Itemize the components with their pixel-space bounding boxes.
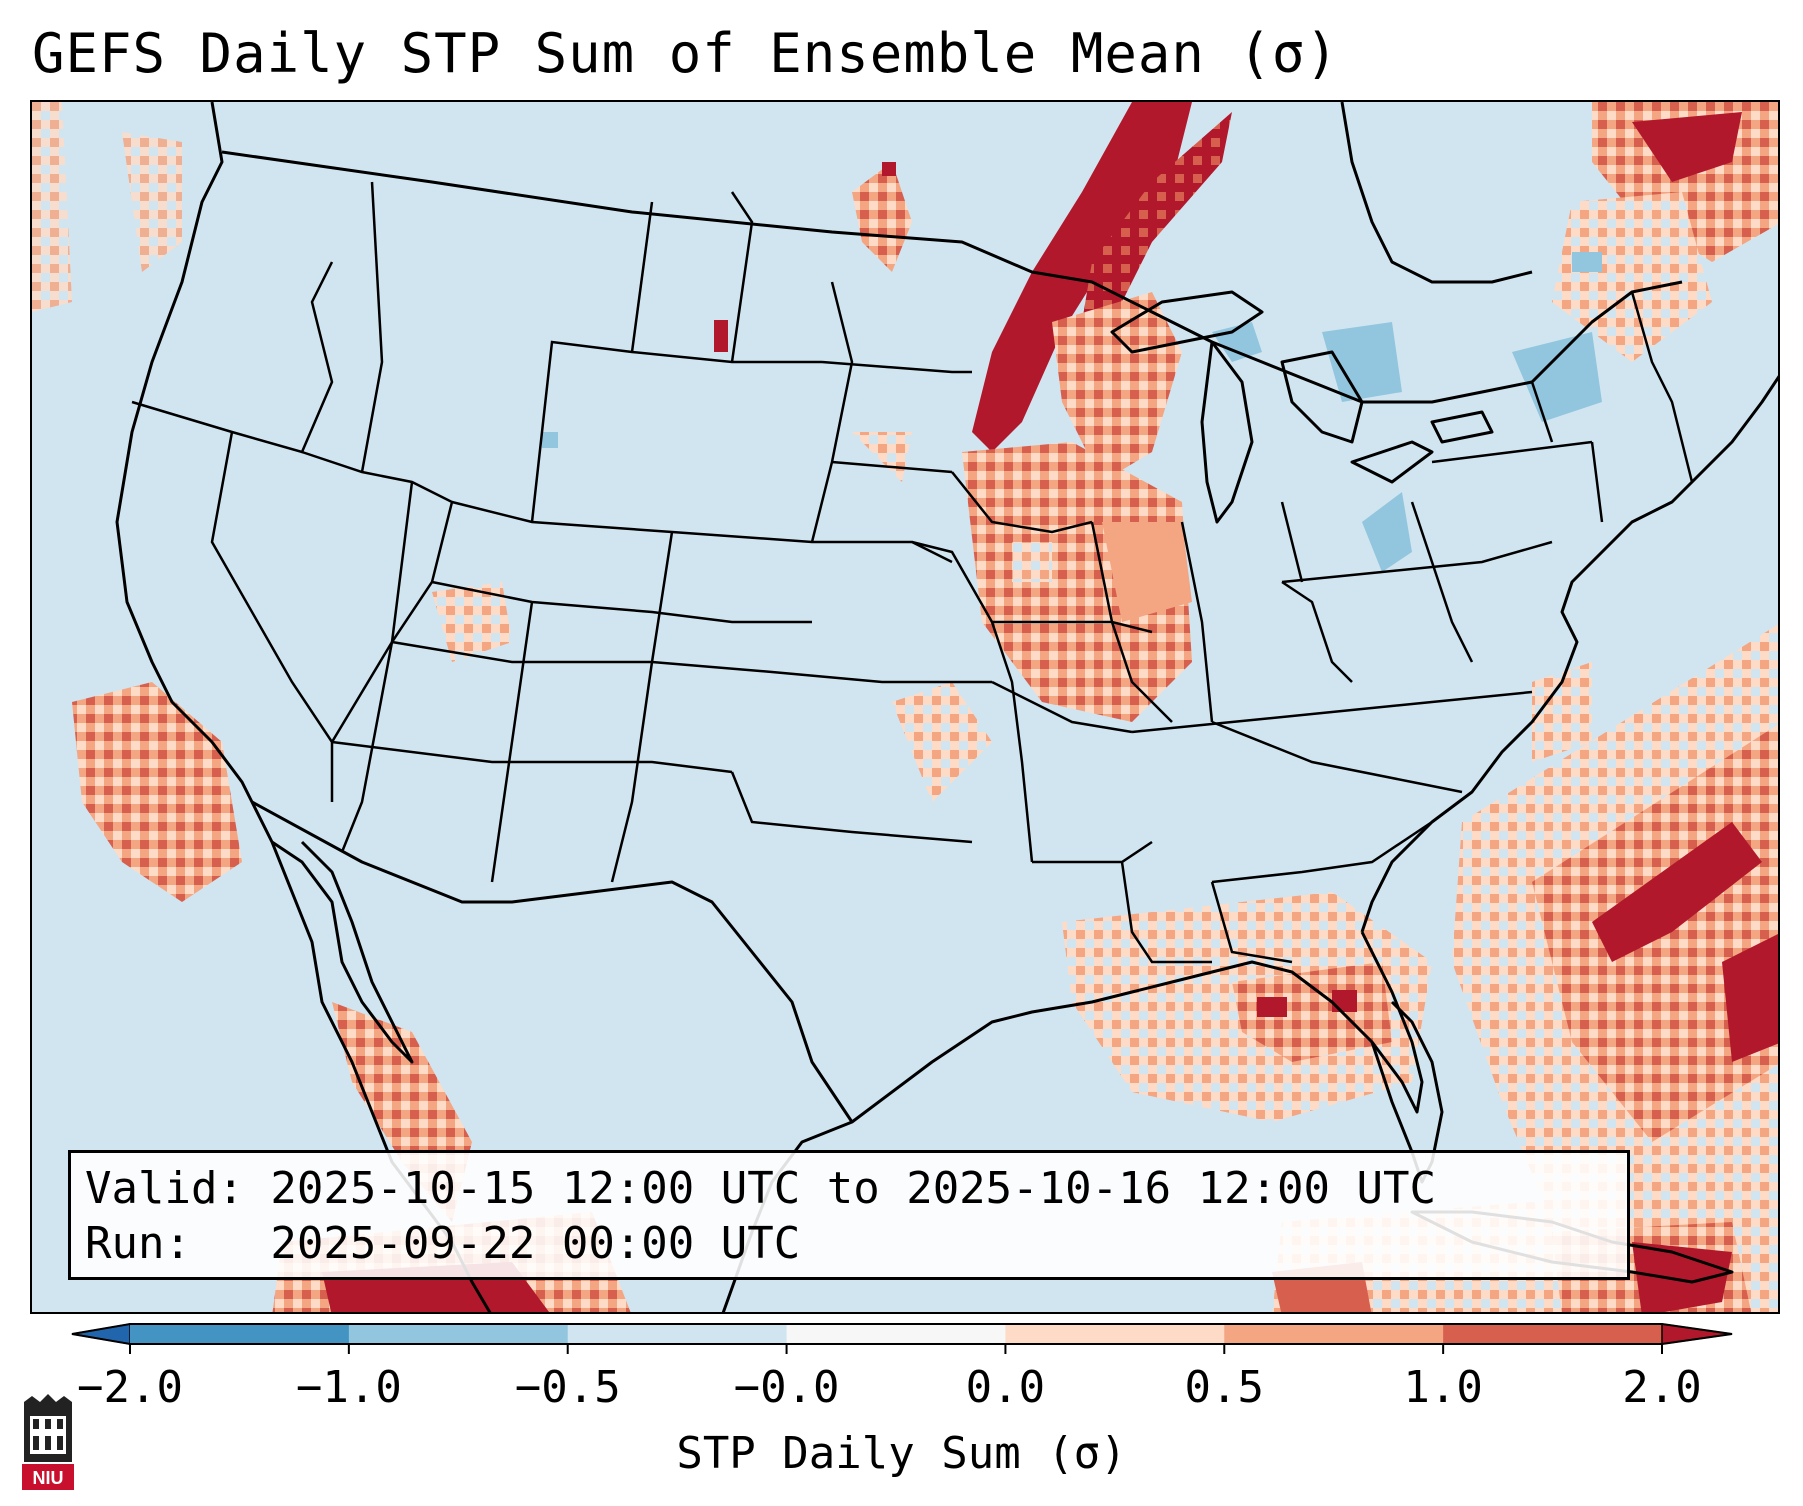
colorbar-segment <box>1443 1324 1663 1344</box>
region-illinois-iowa <box>962 442 1192 722</box>
colorbar-segment <box>567 1324 788 1344</box>
baja-peninsula <box>271 840 414 1064</box>
colorbar-tick-label: −0.5 <box>514 1362 621 1413</box>
colorbar-tick-label: 2.0 <box>1622 1362 1702 1413</box>
us-canada-border <box>221 150 1683 404</box>
colorbar-extend-high <box>1661 1323 1733 1345</box>
region-great-lakes-negative <box>1212 322 1602 572</box>
lake-erie <box>1350 440 1434 484</box>
colorbar-segment <box>348 1324 569 1344</box>
colorbar-tick-label: 0.5 <box>1184 1362 1265 1413</box>
colorbar-segment <box>130 1324 350 1344</box>
lake-ontario <box>1430 410 1494 444</box>
chart-title: GEFS Daily STP Sum of Ensemble Mean (σ) <box>32 22 1339 85</box>
region-northern-minnesota-band <box>972 102 1192 452</box>
anomaly-regions <box>32 102 1778 1312</box>
region-wisconsin <box>1052 292 1182 482</box>
niu-logo-text: NIU <box>33 1468 64 1488</box>
colorbar-segment <box>1224 1324 1444 1344</box>
lake-superior <box>1110 290 1264 354</box>
map-panel[interactable] <box>30 100 1780 1314</box>
valid-run-infobox: Valid: 2025-10-15 12:00 UTC to 2025-10-1… <box>68 1150 1630 1280</box>
map-svg <box>32 102 1778 1312</box>
hudson-bay-coast <box>1340 102 1533 284</box>
colorbar-tick-label: 0.0 <box>965 1362 1046 1413</box>
run-time-line: Run: 2025-09-22 00:00 UTC <box>85 1218 801 1269</box>
colorbar-tick-label: −1.0 <box>295 1362 402 1413</box>
colorbar-segment <box>1005 1324 1225 1344</box>
valid-time-line: Valid: 2025-10-15 12:00 UTC to 2025-10-1… <box>85 1163 1437 1214</box>
gulf-coastline <box>721 931 1424 1312</box>
lake-huron <box>1280 350 1364 444</box>
colorbar-label: STP Daily Sum (σ) <box>676 1428 1127 1479</box>
colorbar-extend-low <box>71 1323 131 1345</box>
colorbar-tick-label: 1.0 <box>1403 1362 1483 1413</box>
colorbar-tick-label: −0.0 <box>733 1362 840 1413</box>
colorbar <box>71 1323 1733 1354</box>
region-north-dakota-spot <box>852 162 912 272</box>
colorbar-segment <box>786 1324 1006 1344</box>
colorbar-tick-label: −2.0 <box>77 1362 183 1413</box>
niu-logo-icon: NIU <box>18 1392 78 1494</box>
state-borders <box>131 181 1694 964</box>
region-pacific-light <box>32 102 182 312</box>
us-mexico-border <box>251 800 854 1123</box>
region-eastern-pacific-baja <box>72 682 242 902</box>
lake-michigan <box>1200 340 1254 524</box>
